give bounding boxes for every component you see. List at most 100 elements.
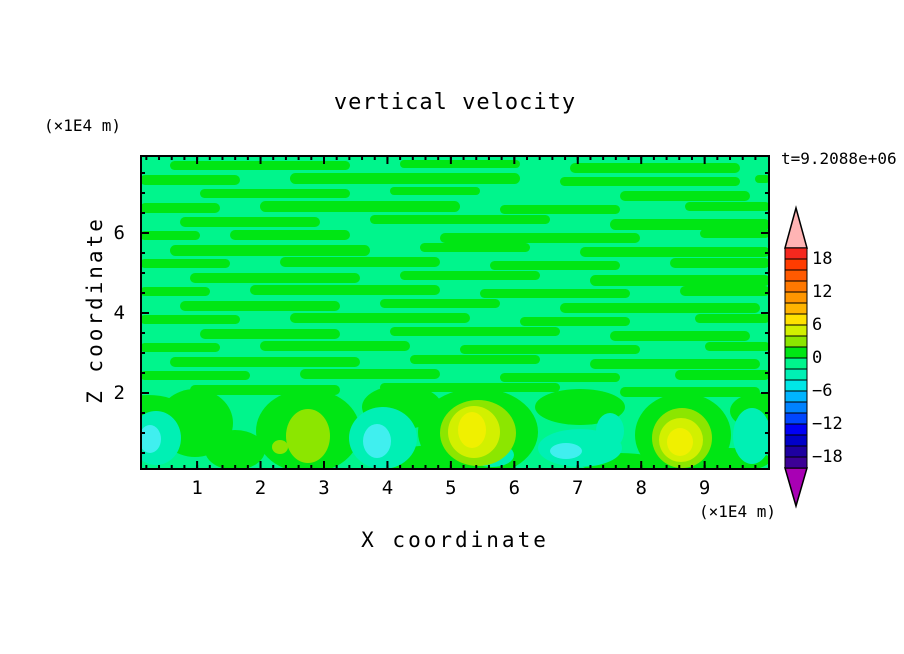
contour-streak — [670, 258, 770, 268]
contour-streak — [250, 285, 440, 295]
contour-streak — [390, 187, 480, 195]
x-tick-label: 4 — [381, 477, 394, 499]
contour-streak — [290, 313, 470, 323]
contour-streak — [170, 161, 350, 170]
colorbar-segment — [784, 423, 808, 436]
colorbar-segment — [784, 247, 808, 260]
contour-streak — [700, 229, 770, 238]
contour-streak — [400, 160, 520, 168]
contour-streak — [460, 345, 640, 354]
contour-streak — [520, 317, 630, 326]
contour-cell — [596, 413, 624, 449]
contour-plot-area — [140, 155, 770, 470]
colorbar-segment — [784, 346, 808, 359]
y-tick-label: 2 — [113, 382, 125, 404]
x-axis-unit-label: (×1E4 m) — [698, 502, 776, 521]
contour-streak — [610, 219, 770, 230]
contour-streak — [230, 230, 350, 240]
contour-streak — [500, 205, 620, 214]
contour-streak — [140, 315, 240, 324]
contour-streak — [695, 314, 770, 323]
colorbar-segment — [784, 335, 808, 348]
contour-streak — [570, 163, 740, 173]
contour-streak — [200, 329, 340, 339]
colorbar-segment — [784, 412, 808, 425]
contour-streak — [675, 370, 770, 380]
contour-streak — [180, 217, 320, 227]
contour-streak — [280, 257, 440, 267]
colorbar-segment — [784, 390, 808, 403]
contour-cell — [272, 440, 288, 454]
contour-streak — [390, 327, 560, 336]
contour-streak — [500, 373, 620, 382]
colorbar-segment — [784, 291, 808, 304]
x-tick-label: 8 — [635, 477, 647, 499]
colorbar-segment — [784, 269, 808, 282]
contour-streak — [300, 369, 440, 379]
contour-streak — [400, 271, 540, 280]
contour-streak — [170, 357, 360, 367]
colorbar-arrow-up — [784, 205, 808, 249]
y-tick-label: 4 — [113, 302, 125, 324]
contour-streak — [580, 247, 770, 257]
colorbar-segment — [784, 401, 808, 414]
contour-streak — [140, 343, 220, 352]
contour-streak — [190, 273, 360, 283]
contour-streak — [140, 231, 200, 240]
contour-cell — [363, 424, 391, 458]
contour-streak — [680, 286, 770, 296]
contour-streak — [200, 189, 350, 198]
x-tick-label: 6 — [508, 477, 521, 499]
x-tick-label: 5 — [445, 477, 457, 499]
colorbar-tick-label: −12 — [812, 414, 843, 434]
y-tick-label: 6 — [113, 222, 125, 244]
time-annotation: t=9.2088e+06 — [781, 149, 897, 168]
contour-streak — [440, 233, 640, 243]
contour-cell — [733, 408, 770, 464]
contour-streak — [620, 387, 760, 397]
x-tick-label: 3 — [318, 477, 330, 499]
x-tick-label: 7 — [572, 477, 584, 499]
colorbar-segment — [784, 445, 808, 458]
contour-cell — [205, 430, 265, 470]
colorbar-segment — [784, 456, 808, 469]
contour-streak — [380, 299, 500, 308]
colorbar-segment — [784, 434, 808, 447]
colorbar-segment — [784, 302, 808, 315]
colorbar-tick-label: 6 — [812, 315, 823, 335]
x-tick-label: 9 — [698, 477, 711, 499]
x-tick-label: 2 — [254, 477, 267, 499]
colorbar-segment — [784, 368, 808, 381]
contour-streak — [490, 261, 620, 270]
colorbar-segment — [784, 357, 808, 370]
contour-streak — [705, 342, 770, 351]
colorbar-tick-label: 12 — [812, 282, 833, 302]
colorbar-segment — [784, 324, 808, 337]
colorbar-tick-label: 0 — [812, 348, 823, 368]
contour-streak — [420, 243, 530, 252]
colorbar — [784, 205, 808, 509]
contour-streak — [755, 175, 770, 183]
contour-streak — [180, 301, 340, 311]
colorbar-tick-label: −6 — [812, 381, 833, 401]
contour-streak — [170, 245, 370, 256]
plot-svg — [140, 155, 770, 470]
contour-streak — [140, 203, 220, 213]
colorbar-tick-label: 18 — [812, 249, 833, 269]
contour-streak — [370, 215, 550, 224]
colorbar-segment — [784, 280, 808, 293]
plot-frame — [140, 155, 770, 470]
colorbar-segment — [784, 258, 808, 271]
contour-streak — [140, 175, 240, 185]
contour-cell — [667, 428, 693, 456]
y-axis-title: Z coordinate — [83, 216, 107, 404]
contour-streak — [290, 173, 520, 184]
x-axis-title: X coordinate — [361, 528, 549, 552]
contour-streak — [560, 303, 760, 313]
y-axis-unit-label: (×1E4 m) — [44, 116, 122, 135]
contour-streak — [260, 341, 410, 351]
contour-streak — [140, 371, 250, 380]
contour-streak — [410, 355, 540, 364]
contour-cell — [458, 412, 486, 448]
